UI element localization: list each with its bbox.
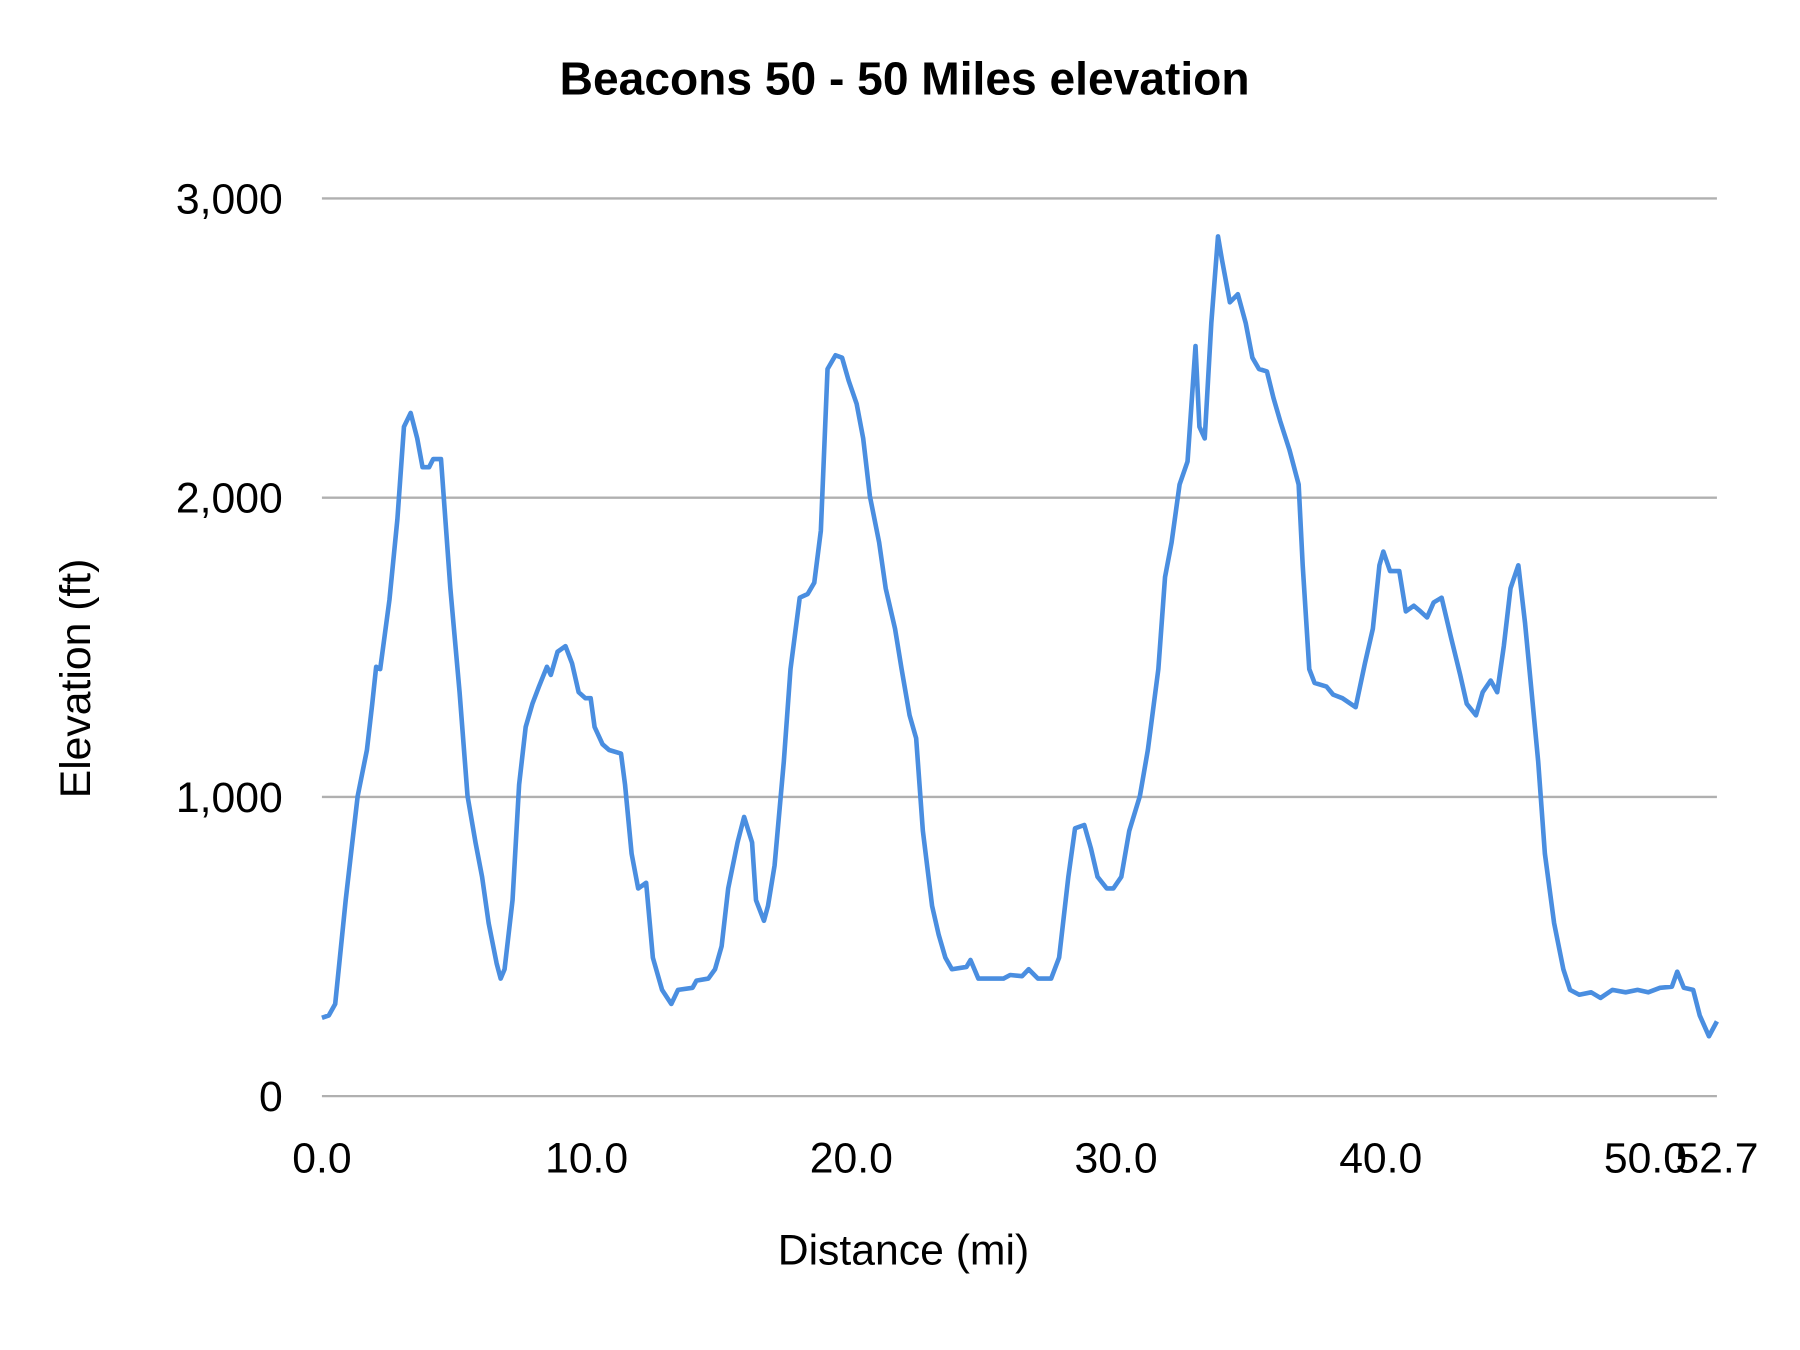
y-tick-label: 1,000 xyxy=(176,774,283,822)
x-tick-label: 50.0 xyxy=(1604,1134,1687,1182)
y-tick-label: 0 xyxy=(259,1073,283,1121)
x-axis-ticks: 0.0 10.0 20.0 30.0 40.0 50.052.7 xyxy=(292,1134,1758,1182)
x-tick-label: 0.0 xyxy=(292,1134,351,1182)
x-tick-label: 40.0 xyxy=(1339,1134,1422,1182)
y-axis-ticks: 0 1,000 2,000 3,000 xyxy=(176,175,283,1121)
series-group xyxy=(321,234,1719,1039)
x-tick-label: 52.7 xyxy=(1675,1134,1758,1182)
y-axis-label: Elevation (ft) xyxy=(52,559,100,799)
elevation-line xyxy=(321,234,1719,1039)
x-tick-label: 30.0 xyxy=(1074,1134,1157,1182)
y-tick-label: 2,000 xyxy=(176,475,283,523)
x-axis-label: Distance (mi) xyxy=(778,1227,1029,1275)
gridlines xyxy=(321,197,1717,1098)
y-tick-label: 3,000 xyxy=(176,175,283,223)
chart-title: Beacons 50 - 50 Miles elevation xyxy=(560,53,1250,105)
x-tick-label: 20.0 xyxy=(810,1134,893,1182)
x-tick-label: 10.0 xyxy=(545,1134,628,1182)
